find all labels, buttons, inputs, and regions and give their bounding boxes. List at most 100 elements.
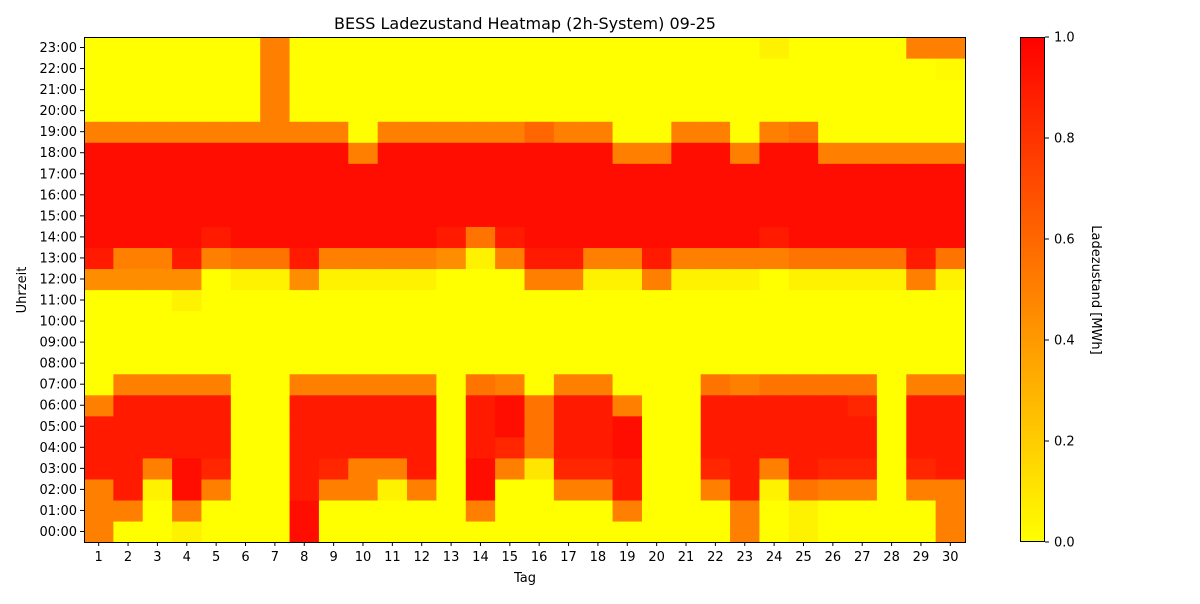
heatmap-cell — [935, 142, 966, 164]
heatmap-cell — [553, 226, 584, 249]
heatmap-cell — [730, 415, 761, 438]
heatmap-cell — [465, 499, 496, 522]
heatmap-cell — [172, 100, 203, 122]
x-tick-label: 24 — [766, 550, 783, 565]
heatmap-cell — [495, 226, 526, 249]
heatmap-cell — [230, 289, 261, 312]
heatmap-cell — [906, 226, 937, 249]
heatmap-cell — [876, 163, 907, 185]
heatmap-cell — [289, 373, 320, 396]
heatmap-cell — [818, 352, 849, 375]
heatmap-cell — [524, 415, 555, 438]
heatmap-cell — [230, 478, 261, 501]
heatmap-cell — [465, 331, 496, 354]
heatmap-cell — [671, 226, 702, 249]
heatmap-cell — [318, 268, 349, 291]
heatmap-cell — [876, 247, 907, 270]
y-tick-label: 22:00 — [40, 62, 77, 77]
heatmap-cell — [113, 268, 144, 291]
heatmap-cell — [318, 142, 349, 164]
heatmap-cell — [318, 100, 349, 122]
heatmap-cell — [289, 37, 320, 59]
heatmap-cell — [671, 394, 702, 417]
heatmap-cell — [553, 247, 584, 270]
heatmap-cell — [847, 247, 878, 270]
heatmap-cell — [641, 499, 672, 522]
y-tick-label: 01:00 — [40, 504, 77, 519]
heatmap-cell — [260, 268, 291, 291]
heatmap-cell — [495, 247, 526, 270]
heatmap-cell — [583, 163, 614, 185]
heatmap-cell — [730, 436, 761, 459]
heatmap-cell — [495, 520, 526, 543]
heatmap-cell — [612, 226, 643, 249]
heatmap-cell — [230, 247, 261, 270]
heatmap-cell — [348, 457, 379, 480]
heatmap-cell — [377, 457, 408, 480]
heatmap-cell — [671, 415, 702, 438]
heatmap-cell — [348, 58, 379, 80]
heatmap-cell — [465, 100, 496, 122]
heatmap-cell — [142, 478, 173, 501]
heatmap-cell — [289, 184, 320, 206]
y-tick-label: 07:00 — [40, 378, 77, 393]
heatmap-cell — [583, 352, 614, 375]
heatmap-cell — [553, 163, 584, 185]
heatmap-cell — [172, 268, 203, 291]
heatmap-cell — [583, 142, 614, 164]
heatmap-cell — [377, 478, 408, 501]
x-tick-label: 20 — [648, 550, 665, 565]
heatmap-cell — [641, 415, 672, 438]
heatmap-cell — [818, 100, 849, 122]
heatmap-cell — [318, 79, 349, 101]
heatmap-cell — [524, 37, 555, 59]
y-tick-label: 11:00 — [40, 294, 77, 309]
heatmap-cell — [671, 247, 702, 270]
heatmap-cell — [553, 58, 584, 80]
heatmap-cell — [730, 163, 761, 185]
heatmap-cell — [348, 436, 379, 459]
heatmap-cell — [113, 100, 144, 122]
heatmap-cell — [289, 415, 320, 438]
heatmap-cell — [700, 415, 731, 438]
heatmap-cell — [465, 457, 496, 480]
heatmap-cell — [201, 457, 232, 480]
heatmap-cell — [583, 415, 614, 438]
heatmap-cell — [142, 121, 173, 143]
x-tick-label: 12 — [413, 550, 430, 565]
heatmap-cell — [495, 289, 526, 312]
heatmap-cell — [230, 184, 261, 206]
heatmap-cell — [407, 205, 437, 227]
heatmap-cell — [759, 415, 790, 438]
y-tick-label: 08:00 — [40, 357, 77, 372]
heatmap-cell — [289, 142, 320, 164]
heatmap-cell — [436, 79, 467, 101]
heatmap-cell — [436, 226, 467, 249]
heatmap-cell — [553, 478, 584, 501]
heatmap-cell — [289, 226, 320, 249]
heatmap-cell — [700, 478, 731, 501]
heatmap-cell — [906, 499, 937, 522]
y-tick-label: 00:00 — [40, 525, 77, 540]
heatmap-cell — [612, 184, 643, 206]
heatmap-cell — [671, 478, 702, 501]
heatmap-cell — [847, 520, 878, 543]
heatmap-cell — [818, 184, 849, 206]
heatmap-cell — [700, 457, 731, 480]
heatmap-cell — [84, 205, 114, 227]
heatmap-cell — [524, 205, 555, 227]
heatmap-cell — [730, 247, 761, 270]
heatmap-cell — [788, 415, 819, 438]
heatmap-cell — [906, 457, 937, 480]
heatmap-cell — [788, 163, 819, 185]
heatmap-cell — [583, 457, 614, 480]
heatmap-cell — [818, 226, 849, 249]
x-tick-label: 10 — [355, 550, 372, 565]
heatmap-cell — [788, 331, 819, 354]
heatmap-cell — [818, 373, 849, 396]
heatmap-cell — [818, 163, 849, 185]
heatmap-cell — [113, 457, 144, 480]
heatmap-cell — [641, 226, 672, 249]
heatmap-cell — [641, 352, 672, 375]
heatmap-cell — [260, 37, 291, 59]
